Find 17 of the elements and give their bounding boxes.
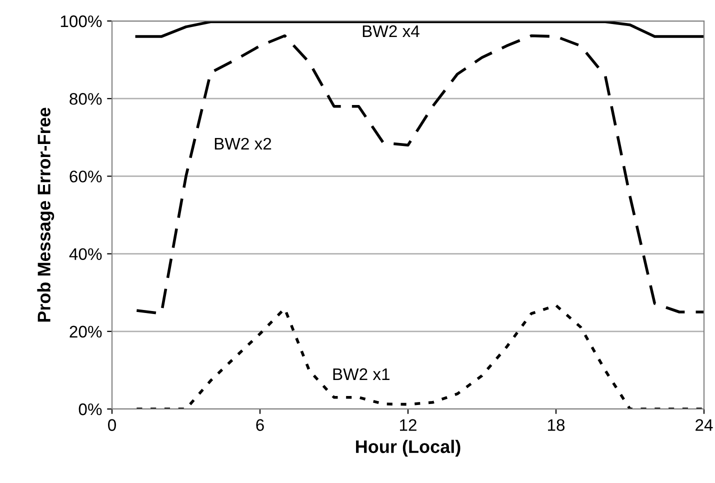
x-tick-label: 6 — [256, 419, 264, 431]
y-tick-label: 20% — [70, 326, 102, 338]
y-tick-label: 40% — [69, 248, 102, 260]
x-tick-label: 0 — [108, 419, 116, 431]
series-label: BW2 x2 — [214, 138, 272, 150]
series-label: BW2 x1 — [333, 368, 390, 380]
y-tick-label: 100% — [60, 15, 102, 28]
y-tick-label: 80% — [70, 93, 102, 105]
y-tick-label: 0% — [78, 403, 102, 416]
x-tick-label: 24 — [696, 419, 713, 431]
series-label: BW2 x4 — [362, 25, 420, 37]
x-tick-label: 18 — [548, 419, 565, 431]
line-series — [135, 21, 704, 38]
y-tick-label: 60% — [70, 170, 102, 182]
x-axis-title: Hour (Local) — [356, 440, 460, 457]
y-axis-title: Prob Message Error-Free — [37, 108, 54, 322]
x-tick-label: 12 — [400, 419, 416, 431]
